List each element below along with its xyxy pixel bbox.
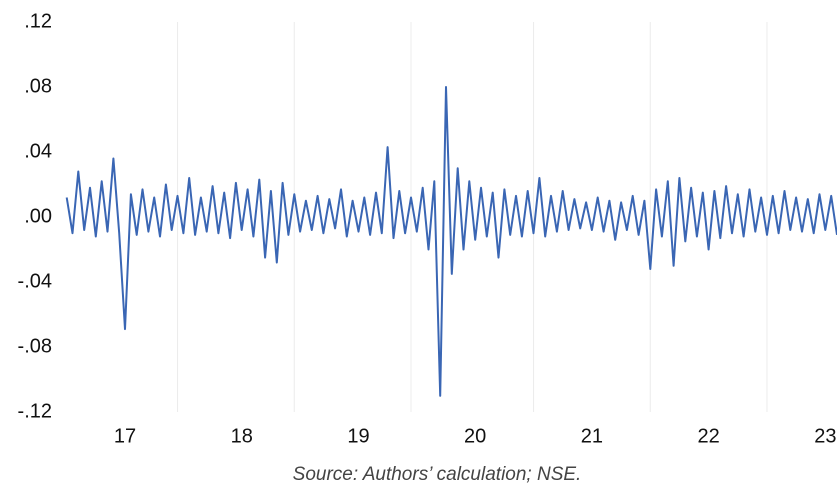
y-tick-label: .12 (24, 10, 52, 32)
x-tick-label: 23 (814, 425, 836, 447)
y-tick-label: .04 (24, 140, 52, 162)
y-tick-label: -.04 (18, 270, 52, 292)
x-tick-label: 17 (114, 425, 136, 447)
series-line (65, 86, 837, 397)
caption: Source: Authors’ calculation; NSE. (293, 464, 582, 485)
x-tick-label: 20 (464, 425, 486, 447)
x-tick-label: 21 (581, 425, 603, 447)
x-tick-label: 19 (347, 425, 369, 447)
y-tick-label: -.08 (18, 335, 52, 357)
x-tick-label: 22 (697, 425, 719, 447)
x-tick-label: 18 (231, 425, 253, 447)
y-tick-label: .00 (24, 205, 52, 227)
y-tick-label: -.12 (18, 400, 52, 422)
y-tick-label: .08 (24, 75, 52, 97)
